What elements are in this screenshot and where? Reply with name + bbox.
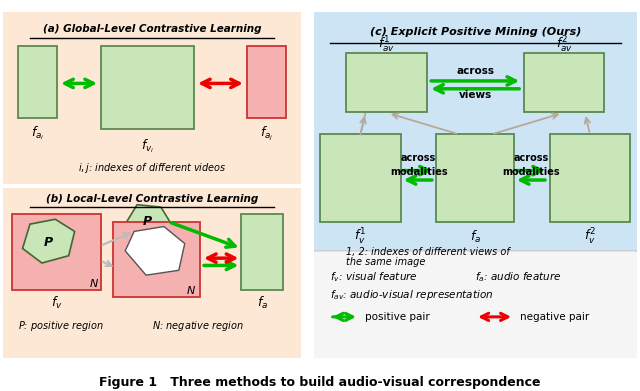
Text: $f_{v_i}$: $f_{v_i}$ [141,138,154,155]
FancyBboxPatch shape [346,53,427,112]
Polygon shape [125,226,185,275]
Text: $f_{a_i}$: $f_{a_i}$ [31,125,44,142]
FancyBboxPatch shape [0,6,307,190]
Text: $f_v^2$: $f_v^2$ [584,227,596,247]
FancyBboxPatch shape [320,135,401,222]
Text: $f_v^1$: $f_v^1$ [355,227,367,247]
FancyBboxPatch shape [18,46,57,118]
Text: N: N [186,286,195,296]
Text: (b) Local-Level Contrastive Learning: (b) Local-Level Contrastive Learning [46,194,258,204]
Text: $P$: positive region: $P$: positive region [18,319,104,333]
Text: P: P [143,215,152,228]
Text: $f_{av}^1$: $f_{av}^1$ [378,35,395,55]
Text: $f_a$: audio feature: $f_a$: audio feature [475,271,562,284]
FancyBboxPatch shape [524,53,605,112]
FancyBboxPatch shape [113,222,200,297]
Text: the same image: the same image [346,257,426,267]
Text: 1, 2: indexes of different views of: 1, 2: indexes of different views of [346,248,509,257]
FancyBboxPatch shape [247,46,286,118]
Text: modalities: modalities [502,167,559,177]
Text: $f_{av}$: audio-visual representation: $f_{av}$: audio-visual representation [330,288,493,302]
FancyBboxPatch shape [550,135,630,222]
Text: $f_v$: visual feature: $f_v$: visual feature [330,271,417,284]
Text: across: across [513,153,548,163]
Text: (c) Explicit Positive Mining (Ours): (c) Explicit Positive Mining (Ours) [369,27,581,37]
FancyBboxPatch shape [0,183,307,362]
FancyBboxPatch shape [436,135,514,222]
FancyBboxPatch shape [101,46,194,129]
Text: modalities: modalities [390,167,447,177]
Text: Figure 1   Three methods to build audio-visual correspondence: Figure 1 Three methods to build audio-vi… [99,376,541,389]
Text: positive pair: positive pair [365,312,430,322]
FancyBboxPatch shape [241,214,283,290]
Text: P: P [44,236,52,249]
Polygon shape [22,219,75,263]
Text: $f_{av}^2$: $f_{av}^2$ [556,35,573,55]
Text: $N$: negative region: $N$: negative region [152,319,244,333]
Polygon shape [125,205,170,239]
Text: $f_{a_j}$: $f_{a_j}$ [260,125,273,143]
Text: views: views [459,90,492,100]
Text: $f_v$: $f_v$ [51,295,63,311]
Text: across: across [401,153,436,163]
FancyBboxPatch shape [307,9,640,257]
Text: N: N [90,279,98,289]
Text: across: across [456,66,494,77]
Text: $f_a$: $f_a$ [257,295,268,311]
Text: (a) Global-Level Contrastive Learning: (a) Global-Level Contrastive Learning [43,24,261,34]
FancyBboxPatch shape [307,251,640,364]
Text: $f_a$: $f_a$ [470,229,481,245]
Text: $i, j$: indexes of different videos: $i, j$: indexes of different videos [77,161,227,175]
Text: negative pair: negative pair [520,312,589,322]
FancyBboxPatch shape [12,214,101,290]
